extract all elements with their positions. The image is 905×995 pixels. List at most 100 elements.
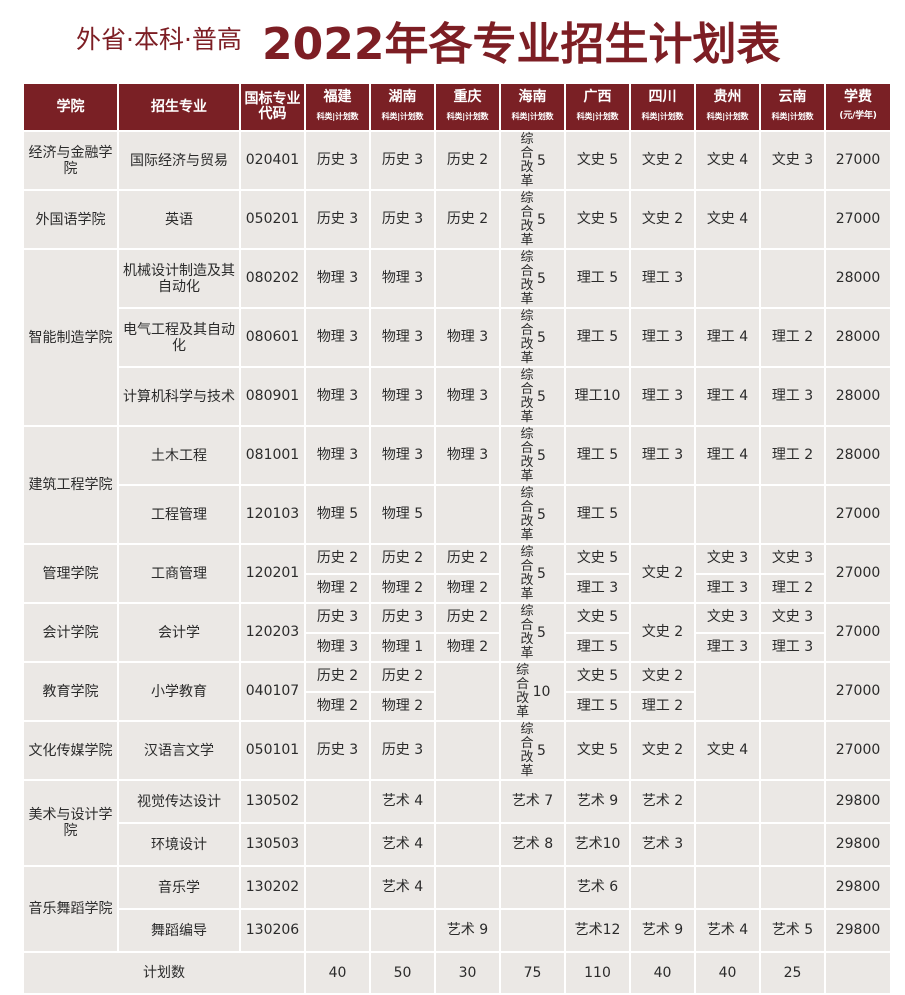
plan-cell: 文史 5 理工 5 <box>566 604 629 661</box>
major-cell: 汉语言文学 <box>119 722 239 779</box>
plan-cell: 艺术 4 <box>371 824 434 865</box>
major-cell: 电气工程及其自动化 <box>119 309 239 366</box>
plan-cell: 艺术 4 <box>371 781 434 822</box>
plan-entry: 文史 3 <box>706 609 749 626</box>
plan-entry: 综合改革 5 <box>520 545 546 602</box>
college-cell: 会计学院 <box>24 604 117 661</box>
plan-cell <box>306 824 369 865</box>
header-code: 国标专业代码 <box>241 84 304 130</box>
fee-cell: 29800 <box>826 824 890 865</box>
total-value: 75 <box>501 953 564 993</box>
plan-entry: 综合改革 5 <box>520 191 546 248</box>
header-fee: 学费 (元/学年) <box>826 84 890 130</box>
plan-cell: 历史 2 物理 2 <box>371 545 434 602</box>
table-row: 舞蹈编导 130206 艺术 9 艺术12 艺术 9 艺术 4 艺术 5 29800 <box>24 910 890 951</box>
plan-cell: 文史 5 <box>566 191 629 248</box>
plan-cell: 文史 2 理工 2 <box>631 663 694 720</box>
code-cell: 040107 <box>241 663 304 720</box>
plan-cell: 综合改革 5 <box>501 604 564 661</box>
fee-cell: 29800 <box>826 867 890 908</box>
major-cell: 环境设计 <box>119 824 239 865</box>
total-value: 30 <box>436 953 499 993</box>
plan-cell: 理工 3 <box>631 427 694 484</box>
table-row: 建筑工程学院 土木工程 081001 物理 3 物理 3 物理 3 综合改革 5 理工 5 理工 … <box>24 427 890 543</box>
table-row: 文化传媒学院 汉语言文学 050101 历史 3 历史 3 综合改革 5 文史 5 文史 2 文史… <box>24 722 890 779</box>
header-province: 广西 科类|计划数 <box>566 84 629 130</box>
plan-entry: 理工 3 <box>761 631 824 662</box>
plan-cell: 综合改革 5 <box>501 722 564 779</box>
plan-entry: 理工 3 <box>566 572 629 603</box>
plan-cell: 文史 3 <box>761 132 824 189</box>
plan-cell: 综合改革 5 <box>501 309 564 366</box>
plan-cell <box>436 824 499 865</box>
plan-cell: 综合改革 5 <box>501 368 564 425</box>
code-cell: 050201 <box>241 191 304 248</box>
plan-cell <box>436 250 499 307</box>
plan-cell <box>761 250 824 307</box>
plan-cell: 物理 3 <box>436 427 499 484</box>
plan-entry: 理工 2 <box>761 572 824 603</box>
plan-entry: 文史 5 <box>576 550 619 567</box>
plan-cell: 理工 4 <box>696 427 759 484</box>
college-cell: 管理学院 <box>24 545 117 602</box>
total-value: 50 <box>371 953 434 993</box>
total-fee-empty <box>826 953 890 993</box>
code-cell: 120103 <box>241 486 304 543</box>
plan-entry: 综合改革 5 <box>520 132 546 189</box>
fee-cell: 28000 <box>826 368 890 425</box>
plan-cell: 艺术 4 <box>371 867 434 908</box>
plan-cell: 文史 2 <box>631 722 694 779</box>
major-cell: 工商管理 <box>119 545 239 602</box>
plan-cell: 历史 2 物理 2 <box>306 663 369 720</box>
plan-cell: 艺术 4 <box>696 910 759 951</box>
plan-cell: 艺术 9 <box>566 781 629 822</box>
plan-cell: 物理 5 <box>306 486 369 543</box>
plan-cell: 理工 3 <box>631 309 694 366</box>
plan-entry: 物理 2 <box>436 572 499 603</box>
plan-cell: 物理 3 <box>436 368 499 425</box>
plan-entry: 文史 5 <box>576 668 619 685</box>
plan-entry: 历史 2 <box>316 668 359 685</box>
totals-label: 计划数 <box>24 953 304 993</box>
plan-cell: 历史 3 <box>371 191 434 248</box>
fee-cell: 27000 <box>826 191 890 248</box>
code-cell: 120201 <box>241 545 304 602</box>
plan-cell <box>371 910 434 951</box>
table-row: 外国语学院 英语 050201 历史 3 历史 3 历史 2 综合改革 5 文史 5 文史 2 文史… <box>24 191 890 248</box>
table-row: 智能制造学院 机械设计制造及其自动化 080202 物理 3 物理 3 综合改革 5 理工 5… <box>24 250 890 425</box>
plan-cell: 历史 3 <box>306 722 369 779</box>
plan-cell: 历史 3 物理 1 <box>371 604 434 661</box>
plan-entry: 综合改革 5 <box>520 604 546 661</box>
plan-cell: 物理 3 <box>371 427 434 484</box>
plan-cell: 艺术 7 <box>501 781 564 822</box>
header-province: 四川 科类|计划数 <box>631 84 694 130</box>
plan-cell: 历史 3 物理 3 <box>306 604 369 661</box>
plan-cell: 艺术 3 <box>631 824 694 865</box>
plan-cell <box>696 824 759 865</box>
plan-cell <box>696 486 759 543</box>
code-cell: 130502 <box>241 781 304 822</box>
fee-cell: 29800 <box>826 781 890 822</box>
plan-entry: 物理 2 <box>306 572 369 603</box>
plan-entry: 文史 2 <box>641 668 684 685</box>
plan-cell: 文史 2 <box>631 545 694 602</box>
plan-cell: 艺术 6 <box>566 867 629 908</box>
plan-entry: 理工 5 <box>566 690 629 721</box>
plan-cell: 理工 3 <box>761 368 824 425</box>
title-prefix: 外省·本科·普高 <box>76 25 242 54</box>
page-header: 外省·本科·普高 2022年各专业招生计划表 <box>0 0 905 82</box>
enrollment-plan-table: 学院 招生专业 国标专业代码 福建 科类|计划数 湖南 科类|计划数 重庆 科类|计划… <box>22 82 892 995</box>
header-province: 湖南 科类|计划数 <box>371 84 434 130</box>
fee-cell: 28000 <box>826 309 890 366</box>
plan-cell: 文史 5 理工 5 <box>566 663 629 720</box>
plan-entry: 历史 2 <box>381 550 424 567</box>
table-row: 管理学院 工商管理 120201 历史 2 物理 2 历史 2 物理 2 历史 2 物理 2 综合… <box>24 545 890 602</box>
header-province: 重庆 科类|计划数 <box>436 84 499 130</box>
fee-cell: 27000 <box>826 545 890 602</box>
plan-cell: 理工 5 <box>566 309 629 366</box>
plan-cell: 文史 5 <box>566 722 629 779</box>
plan-entry: 综合改革 5 <box>520 250 546 307</box>
plan-entry: 历史 2 <box>446 609 489 626</box>
plan-cell: 文史 5 <box>566 132 629 189</box>
plan-cell: 综合改革 10 <box>501 663 564 720</box>
